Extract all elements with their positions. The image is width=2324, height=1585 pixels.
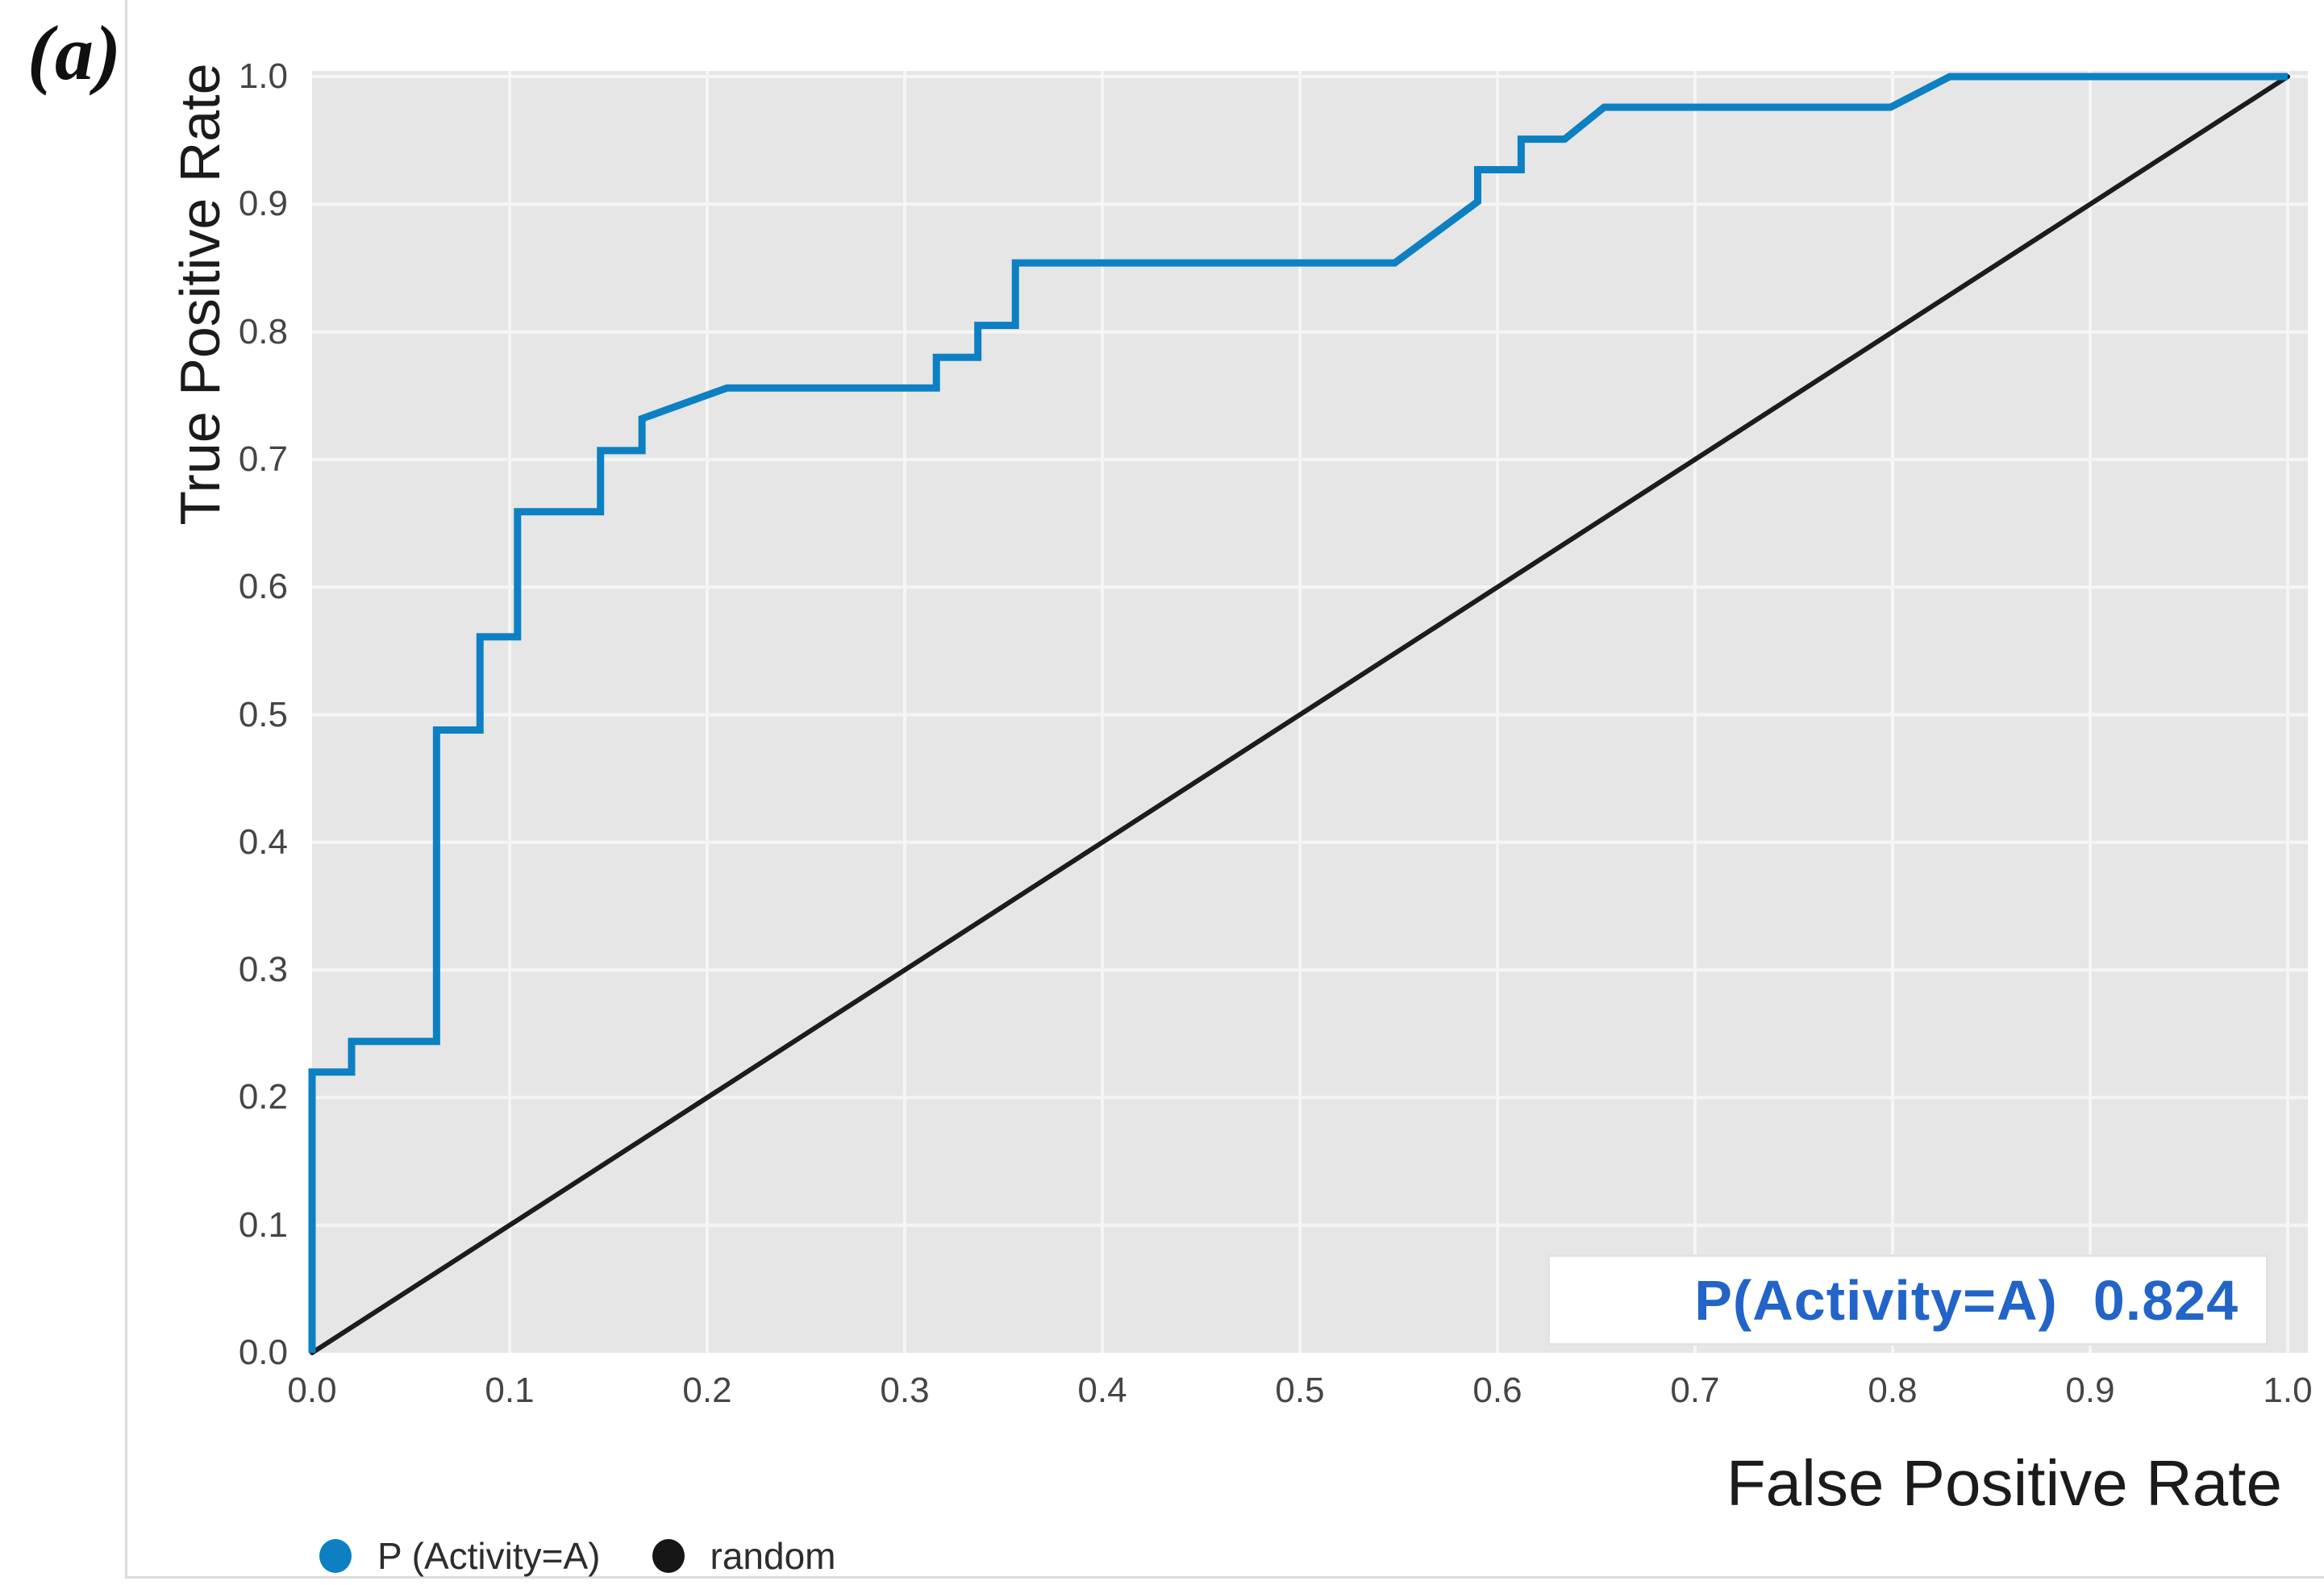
x-tick-label: 0.6 [1472, 1371, 1522, 1410]
auc-annotation-label: P(Activity=A) [1694, 1268, 2058, 1332]
y-tick-label: 0.9 [238, 184, 288, 224]
x-tick-label: 0.8 [1868, 1371, 1918, 1410]
x-axis-label: False Positive Rate [1726, 1447, 2282, 1519]
x-tick-label: 0.5 [1275, 1371, 1325, 1410]
x-tick-label: 0.2 [682, 1371, 732, 1410]
x-tick-label: 0.7 [1670, 1371, 1720, 1410]
legend-dot-blue-icon [319, 1539, 352, 1573]
legend-dot-black-icon [652, 1539, 685, 1573]
auc-annotation-value: 0.824 [2093, 1268, 2239, 1332]
y-tick-label: 0.8 [238, 311, 288, 352]
y-tick-label: 0.3 [238, 950, 288, 990]
figure-border-bottom [125, 1576, 2324, 1579]
random-diagonal-line [310, 74, 2290, 1355]
legend-item-roc: P (Activity=A) [319, 1534, 601, 1578]
auc-annotation-box: P(Activity=A) 0.824 [1547, 1254, 2268, 1346]
legend-label-roc: P (Activity=A) [377, 1535, 601, 1577]
legend-item-random: random [652, 1534, 836, 1578]
legend: P (Activity=A) random [319, 1530, 835, 1582]
y-tick-label: 0.4 [238, 822, 288, 862]
x-tick-label: 0.0 [287, 1371, 337, 1410]
panel-label: (a) [27, 10, 123, 96]
y-tick-label: 0.0 [238, 1333, 288, 1372]
figure-border-left [125, 0, 127, 1578]
y-tick-label: 0.7 [238, 439, 288, 479]
x-tick-label: 0.4 [1077, 1371, 1127, 1410]
y-tick-label: 0.6 [238, 567, 288, 607]
x-tick-label: 0.1 [485, 1371, 535, 1410]
x-tick-label: 1.0 [2263, 1371, 2313, 1410]
legend-label-random: random [710, 1535, 836, 1577]
x-tick-label: 0.9 [2065, 1371, 2115, 1410]
x-tick-label: 0.3 [880, 1371, 930, 1410]
y-tick-label: 0.5 [238, 694, 288, 734]
y-tick-label: 1.0 [238, 56, 288, 96]
y-tick-label: 0.1 [238, 1204, 288, 1245]
y-tick-label: 0.2 [238, 1077, 288, 1117]
roc-curve-line [308, 73, 2288, 1353]
